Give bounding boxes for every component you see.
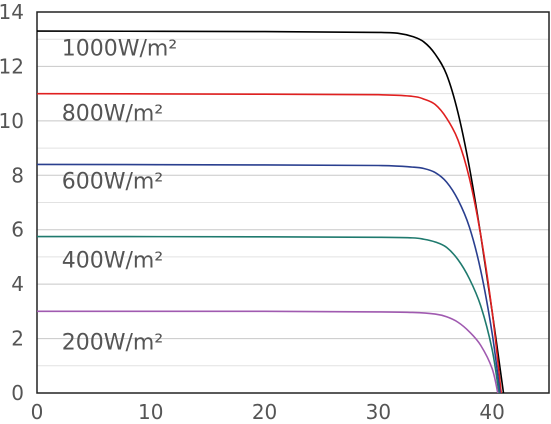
x-axis-ticks: 0 10 20 30 40 [31, 400, 505, 424]
y-tick-label: 6 [11, 218, 24, 242]
series-line-1 [36, 92, 503, 394]
series-line-2 [36, 163, 501, 394]
y-tick-label: 8 [11, 163, 24, 187]
y-tick-label: 10 [0, 109, 24, 133]
y-tick-label: 2 [11, 327, 24, 351]
series-line-3 [36, 235, 500, 394]
series-lines [36, 30, 505, 394]
y-axis-ticks: 0 2 4 6 8 10 12 14 [0, 0, 24, 405]
series-line-4 [36, 310, 499, 394]
series-label-4: 200W/m² [62, 330, 163, 355]
series-label-1: 800W/m² [62, 102, 163, 127]
x-tick-label: 30 [366, 400, 391, 424]
x-tick-label: 40 [479, 400, 504, 424]
y-tick-label: 0 [11, 381, 24, 405]
series-label-0: 1000W/m² [62, 36, 177, 61]
x-tick-label: 20 [252, 400, 277, 424]
plot-frame [36, 11, 550, 394]
y-tick-label: 4 [11, 272, 24, 296]
y-tick-label: 14 [0, 0, 24, 24]
y-tick-label: 12 [0, 54, 24, 78]
series-labels: 1000W/m² 800W/m² 600W/m² 400W/m² 200W/m² [62, 36, 177, 355]
x-tick-label: 0 [31, 400, 44, 424]
x-tick-label: 10 [138, 400, 163, 424]
series-label-2: 600W/m² [62, 170, 163, 195]
series-label-3: 400W/m² [62, 249, 163, 274]
